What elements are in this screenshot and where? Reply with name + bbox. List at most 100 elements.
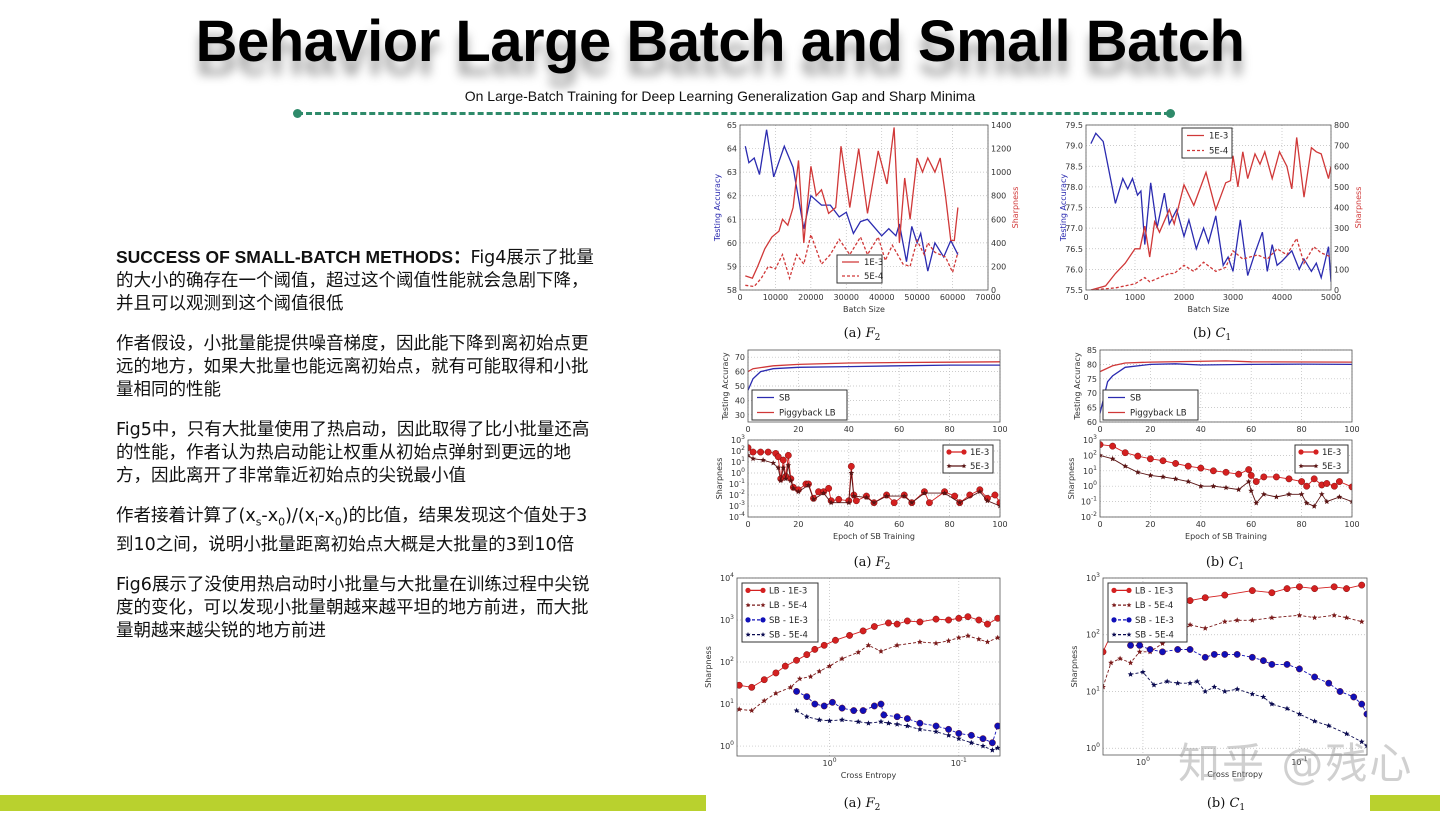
series-line-2 <box>1090 236 1331 290</box>
x-tick-label: 80 <box>1297 520 1307 529</box>
y-tick-label: 103 <box>1086 572 1100 583</box>
data-point <box>859 707 867 714</box>
data-point <box>750 455 756 462</box>
x-tick-label: 20 <box>1145 425 1155 434</box>
legend-label: SB - 1E-3 <box>769 616 808 626</box>
legend-marker <box>760 617 766 623</box>
data-point <box>1343 614 1350 621</box>
data-point <box>1187 680 1193 686</box>
data-point <box>1234 617 1240 623</box>
data-point <box>1303 500 1310 506</box>
data-point <box>863 494 870 500</box>
data-point <box>1296 711 1303 717</box>
data-point <box>859 627 867 635</box>
legend-marker <box>1126 617 1132 623</box>
data-point <box>846 632 853 639</box>
x-tick-label: 100 <box>992 520 1007 529</box>
y-tick-label: 50 <box>735 382 745 391</box>
x-tick-label: 60 <box>1246 520 1256 529</box>
data-point <box>1283 661 1291 668</box>
data-point <box>1358 581 1366 589</box>
series-line-1 <box>748 455 1000 507</box>
data-point <box>1160 473 1166 480</box>
data-point <box>997 503 1000 509</box>
p4-text: -x <box>318 506 335 526</box>
x-tick-label: 100 <box>1344 520 1359 529</box>
x-tick-label: 20 <box>793 425 803 434</box>
data-point <box>1269 614 1275 621</box>
p4-text: 作者接着计算了(x <box>116 506 256 526</box>
x-tick-label: 20 <box>793 520 803 529</box>
x-tick-label: 100 <box>1344 425 1359 434</box>
data-point <box>893 713 901 721</box>
data-point <box>848 470 855 476</box>
series-line-1 <box>748 361 1000 373</box>
data-point <box>1343 730 1350 737</box>
legend-marker <box>1111 632 1117 637</box>
data-point <box>980 743 986 749</box>
figure-caption: (b) C1 <box>1207 796 1245 813</box>
data-point <box>894 642 900 648</box>
x-tick-label: 40 <box>844 520 854 529</box>
data-point <box>795 488 802 495</box>
y2-tick-label: 200 <box>1334 245 1349 254</box>
y-tick-label: 61 <box>727 215 737 224</box>
data-point <box>1311 673 1318 681</box>
figure-caption: (a) F2 <box>844 326 881 343</box>
x-tick-label: 50000 <box>904 293 929 302</box>
legend-marker <box>1313 463 1319 469</box>
data-point <box>1221 688 1228 694</box>
y-tick-label: 59 <box>727 262 737 271</box>
legend-marker <box>1126 632 1132 637</box>
data-point <box>764 448 772 456</box>
data-point <box>1134 469 1141 475</box>
data-point <box>1197 464 1205 472</box>
data-point <box>991 491 999 499</box>
data-point <box>1336 478 1343 485</box>
data-point <box>793 687 800 695</box>
data-point <box>1325 722 1332 729</box>
data-point <box>945 732 952 738</box>
data-point <box>1235 486 1242 492</box>
data-point <box>870 623 878 630</box>
data-point <box>748 707 755 713</box>
y-tick-label: 10-3 <box>729 500 745 511</box>
data-point <box>1174 680 1181 686</box>
data-point <box>1159 457 1167 465</box>
y-tick-label: 58 <box>727 286 737 295</box>
y-tick-label: 10-2 <box>1081 511 1097 522</box>
x-tick-label: 10000 <box>763 293 788 302</box>
data-point <box>787 684 794 690</box>
x-axis-label: Batch Size <box>1188 305 1230 314</box>
y-axis-label: Testing Accuracy <box>1059 174 1068 242</box>
data-point <box>816 668 823 674</box>
data-point <box>1249 617 1256 623</box>
data-point <box>1296 583 1303 591</box>
legend-label: LB - 5E-4 <box>1135 601 1173 611</box>
legend-marker <box>1126 587 1132 593</box>
data-point <box>989 747 996 753</box>
legend-label: SB <box>779 394 790 404</box>
data-point <box>1121 449 1129 457</box>
data-point <box>994 745 1000 751</box>
legend-label: SB - 5E-4 <box>1135 631 1174 641</box>
data-point <box>1336 494 1343 500</box>
data-point <box>964 613 972 621</box>
plot-frame <box>1085 124 1332 291</box>
legend-marker <box>760 602 766 608</box>
x-tick-label: 0 <box>745 425 750 434</box>
legend-marker <box>1111 617 1117 623</box>
data-point <box>773 690 779 696</box>
data-point <box>749 448 757 456</box>
data-point <box>1108 659 1114 666</box>
data-point <box>1221 651 1229 658</box>
data-point <box>793 707 800 713</box>
data-point <box>777 477 784 484</box>
legend-box <box>1107 582 1188 643</box>
y-axis-label: Testing Accuracy <box>721 352 730 420</box>
y-axis-label: Sharpness <box>1070 646 1079 688</box>
data-point <box>885 619 892 627</box>
data-point <box>1358 738 1365 745</box>
data-point <box>1311 718 1318 724</box>
paragraph-4: 作者接着计算了(xs-x0)/(xl-x0)的比值，结果发现这个值处于3到10之… <box>116 505 594 557</box>
